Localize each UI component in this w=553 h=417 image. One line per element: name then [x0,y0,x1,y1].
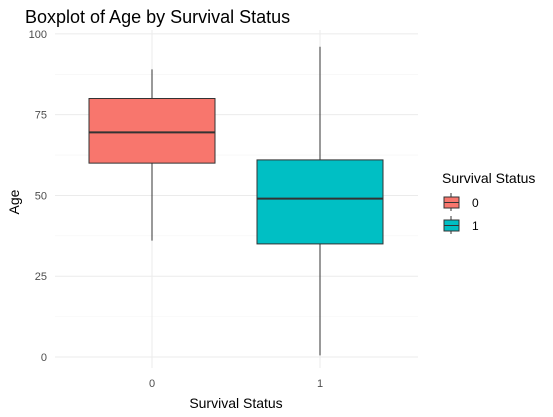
y-tick-label: 25 [35,271,47,283]
x-tick-label: 1 [317,378,323,390]
y-tick-label: 100 [29,29,47,41]
y-axis-title: Age [6,189,22,214]
legend: Survival Status 0 1 [442,170,535,234]
box-group-1 [256,46,384,356]
boxes [88,46,384,356]
y-tick-label: 0 [41,352,47,364]
y-axis-ticks: 0 25 50 75 100 [29,29,47,364]
legend-label: 0 [472,196,479,210]
x-axis-title: Survival Status [189,395,282,411]
box-group-0 [88,69,216,241]
legend-key-0: 0 [443,193,479,211]
x-tick-label: 0 [149,378,155,390]
box [88,98,216,164]
chart-title: Boxplot of Age by Survival Status [25,7,290,27]
box [256,159,384,245]
y-tick-label: 50 [35,190,47,202]
legend-key-1: 1 [443,216,479,234]
legend-label: 1 [472,219,479,233]
legend-title: Survival Status [442,170,535,186]
y-tick-label: 75 [35,110,47,122]
